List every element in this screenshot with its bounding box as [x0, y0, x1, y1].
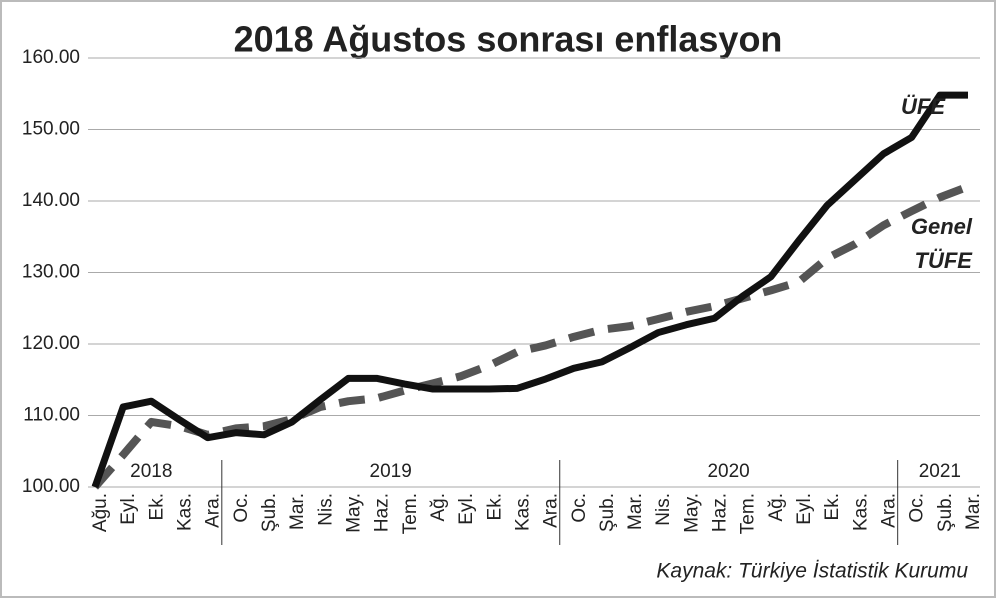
x-tick-label: May. — [343, 493, 364, 533]
x-tick-label: Ara. — [203, 493, 224, 528]
x-tick-label: Eyl. — [118, 493, 139, 525]
x-tick-label: Nis. — [653, 493, 674, 526]
source: Kaynak: Türkiye İstatistik Kurumu — [656, 560, 968, 583]
y-tick-label: 100.00 — [22, 476, 80, 497]
x-tick-label: Ağu. — [90, 493, 111, 532]
x-tick-label: Kas. — [850, 493, 871, 531]
x-tick-label: Ara. — [541, 493, 562, 528]
x-tick-label: May. — [681, 493, 702, 533]
year-label: 2018 — [130, 461, 172, 482]
x-tick-label: Ara. — [879, 493, 900, 528]
x-tick-label: Kas. — [174, 493, 195, 531]
x-tick-label: Mar. — [625, 493, 646, 530]
x-tick-label: Haz. — [710, 493, 731, 532]
x-tick-label: Ek. — [484, 493, 505, 520]
y-tick-label: 140.00 — [22, 190, 80, 211]
series-label: Genel — [911, 214, 973, 239]
series-line — [91, 91, 968, 489]
x-tick-label: Ek. — [146, 493, 167, 520]
series-line — [91, 182, 970, 490]
x-tick-label: Tem. — [738, 493, 759, 534]
year-label: 2021 — [919, 461, 961, 482]
x-tick-label: Eyl. — [794, 493, 815, 525]
x-tick-label: Kas. — [512, 493, 533, 531]
x-tick-label: Mar. — [963, 493, 984, 530]
y-tick-label: 130.00 — [22, 262, 80, 283]
y-tick-label: 150.00 — [22, 119, 80, 140]
x-tick-label: Oc. — [907, 493, 928, 523]
x-tick-label: Haz. — [372, 493, 393, 532]
x-tick-label: Oc. — [231, 493, 252, 523]
x-tick-label: Şub. — [935, 493, 956, 532]
year-label: 2020 — [707, 461, 749, 482]
x-tick-label: Şub. — [259, 493, 280, 532]
x-tick-label: Mar. — [287, 493, 308, 530]
x-tick-label: Şub. — [597, 493, 618, 532]
chart-title: 2018 Ağustos sonrası enflasyon — [234, 19, 783, 60]
x-tick-label: Eyl. — [456, 493, 477, 525]
series-label: TÜFE — [915, 248, 974, 273]
y-tick-label: 120.00 — [22, 333, 80, 354]
x-tick-label: Ağ. — [428, 493, 449, 522]
x-tick-label: Nis. — [315, 493, 336, 526]
x-tick-label: Tem. — [400, 493, 421, 534]
x-tick-label: Ağ. — [766, 493, 787, 522]
y-tick-label: 110.00 — [23, 405, 80, 426]
y-tick-label: 160.00 — [22, 47, 80, 68]
x-tick-label: Oc. — [569, 493, 590, 523]
series-label: ÜFE — [901, 94, 946, 119]
x-tick-label: Ek. — [822, 493, 843, 520]
year-label: 2019 — [370, 461, 412, 482]
